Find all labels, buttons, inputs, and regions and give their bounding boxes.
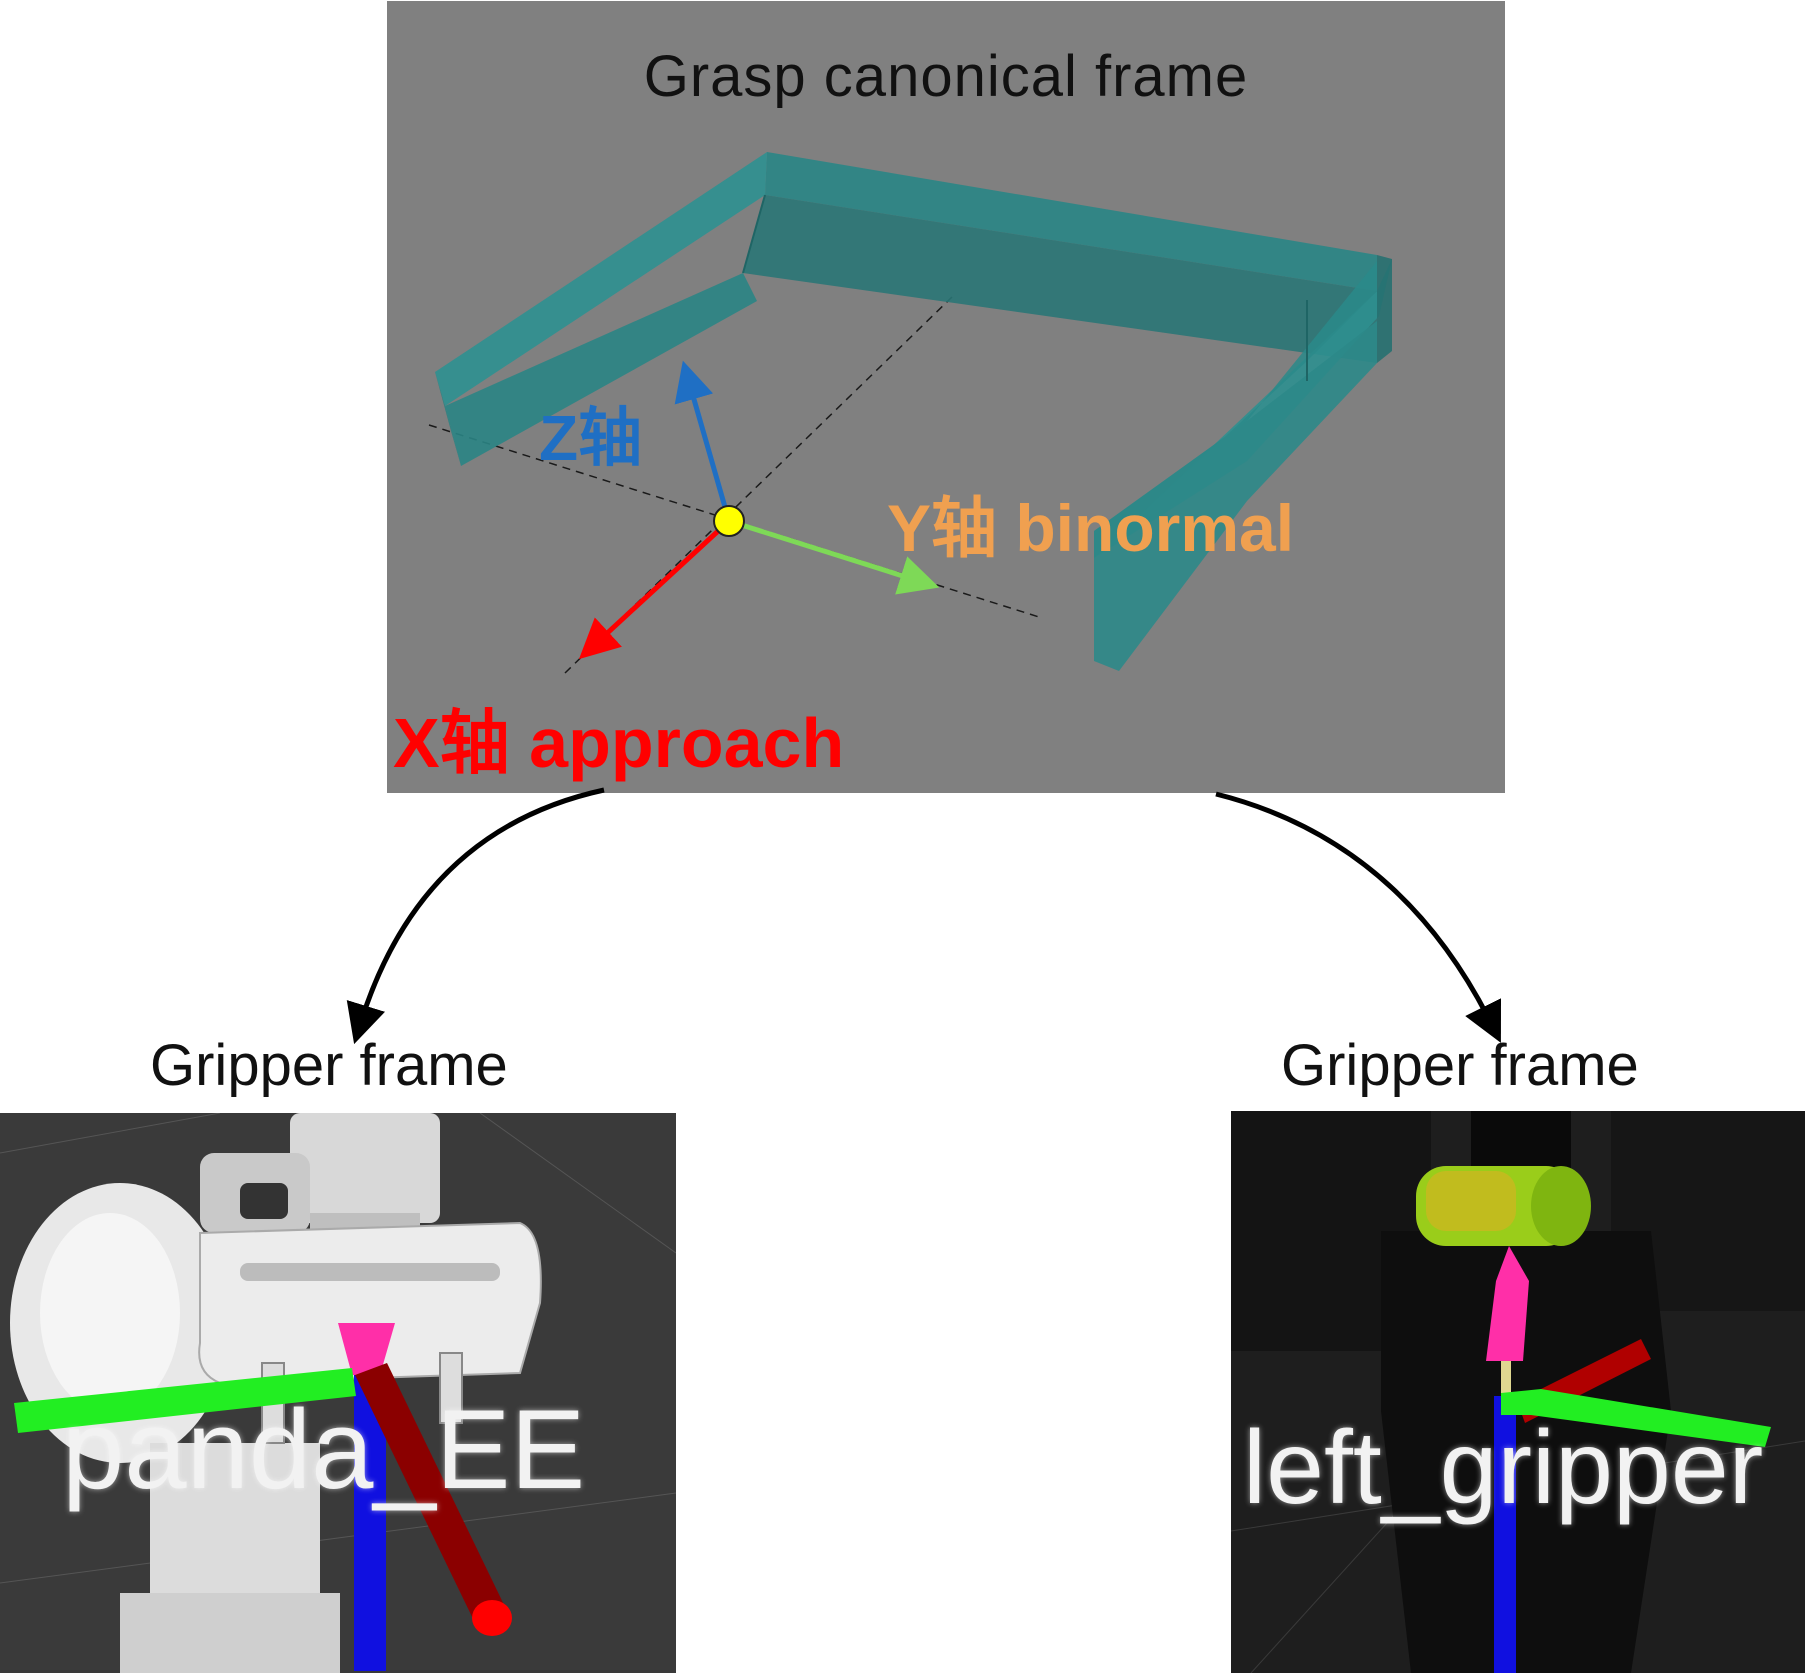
y-axis-label: Y轴 binormal [887,491,1295,565]
baxter-gripper-render: left_gripper [1231,1111,1805,1673]
arrow-to-left-gripper [346,787,605,1045]
left-gripper-title: Gripper frame [150,1033,508,1098]
panda-gripper-render: panda_EE [0,1113,676,1673]
baxter-z-axis [1494,1396,1516,1673]
panda-gripper-scene [0,1113,676,1673]
z-axis-label: Z轴 [539,402,643,474]
canonical-frame-title: Grasp canonical frame [643,44,1249,109]
panda-frame-label: panda_EE [62,1387,586,1512]
canonical-frame-panel: Grasp canonical frame Z轴 Y轴 binormal X轴 … [387,1,1505,793]
panda-y-axis [14,1368,356,1433]
z-axis-arrow [674,360,732,522]
baxter-frame-label: left_gripper [1243,1410,1764,1526]
arrow-to-right-gripper [1215,791,1501,1043]
x-axis-arrow [578,519,731,660]
baxter-gripper-scene [1231,1111,1805,1673]
y-axis-arrow [728,518,940,595]
gripper-box-shape [435,152,1392,671]
canonical-frame-scene [428,152,1392,674]
baxter-y-axis [1501,1389,1771,1447]
right-gripper-title: Gripper frame [1281,1033,1639,1098]
origin-point [713,505,745,537]
panda-x-axis [355,1363,508,1625]
x-axis-label: X轴 approach [393,704,845,782]
